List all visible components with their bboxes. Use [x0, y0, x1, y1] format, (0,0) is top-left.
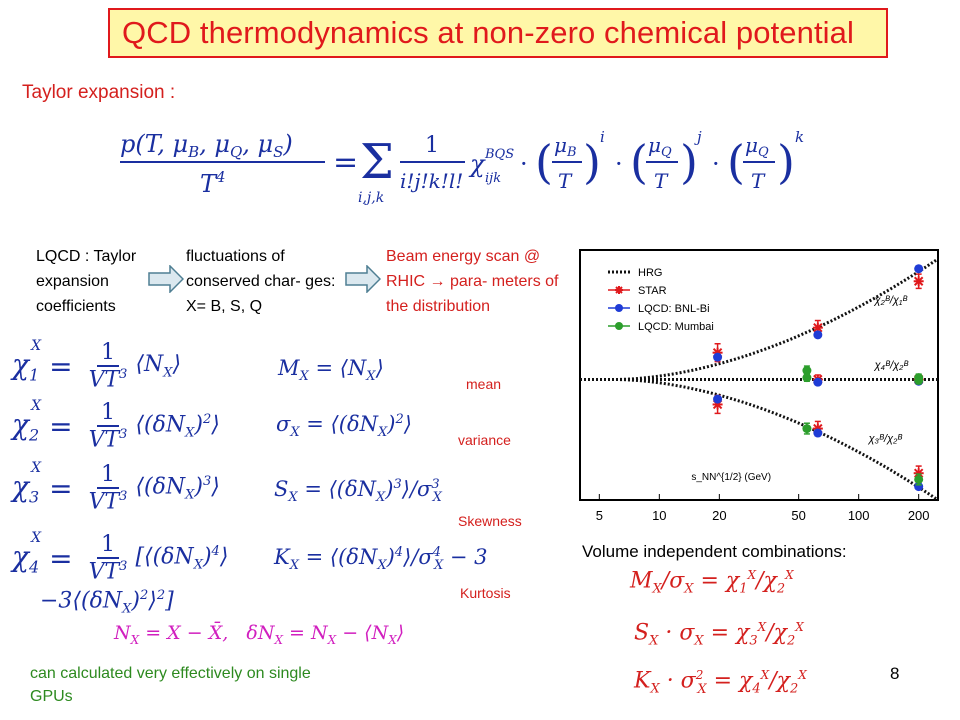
data-point-circle	[802, 373, 812, 383]
svg-text:=: =	[333, 145, 358, 180]
x-tick-label: 50	[791, 508, 805, 523]
svg-text:i,j,k: i,j,k	[358, 190, 384, 205]
data-point-circle	[802, 424, 812, 434]
svg-text:χ: χ	[468, 150, 486, 178]
x-tick-label: 100	[848, 508, 870, 523]
ratio-equation-skew: SX · σX = χ3X/χ2X	[634, 620, 804, 649]
svg-text:): )	[777, 135, 795, 189]
flow-box-fluctuations: fluctuations of conserved char- ges: X= …	[186, 248, 336, 315]
ratio-chart: 5 10 20 50 100 200 s_NN^{1/2} (GeV) χ₂ᴮ/χ₁ᴮ χ₄ᴮ/…	[579, 249, 939, 523]
footer-note: can calculated very effectively on singl…	[30, 665, 311, 705]
svg-text:k: k	[795, 128, 804, 146]
svg-text:·: ·	[615, 150, 623, 178]
legend-label: LQCD: Mumbai	[638, 321, 714, 333]
flow-box-beam-scan: Beam energy scan @ RHIC → para- meters o…	[386, 244, 566, 319]
legend-swatch-star	[615, 286, 623, 294]
nx-definitions: NX = X − X̄, δNX = NX − ⟨NX⟩	[114, 622, 405, 647]
svg-text:T: T	[558, 169, 573, 193]
flow-box-lqcd: LQCD : Taylor expansion coefficients	[36, 248, 137, 315]
svg-text:(: (	[727, 135, 745, 189]
data-point-circle	[813, 428, 823, 438]
svg-text:1: 1	[425, 133, 439, 158]
page-number: 8	[890, 664, 900, 683]
svg-text:BQS: BQS	[484, 147, 514, 162]
chi3-equation: χ3X = 1 VT3 ⟨(δNX)3⟩	[12, 459, 220, 515]
label-skewness: Skewness	[458, 513, 522, 529]
kurtosis-equation: KX = ⟨(δNX)4⟩/σ4X − 3	[274, 545, 488, 574]
chi1-equation: χ1X = 1 VT3 ⟨NX⟩	[12, 337, 182, 393]
right-arrow-icon	[148, 265, 184, 293]
volume-heading: Volume independent combinations:	[582, 542, 847, 561]
svg-text:Σ: Σ	[360, 134, 394, 190]
svg-text:i!j!k!l!: i!j!k!l!	[400, 169, 463, 193]
data-point-star	[913, 276, 924, 287]
svg-text:T: T	[751, 169, 766, 193]
label-variance: variance	[458, 432, 511, 448]
x-tick-label: 10	[652, 508, 666, 523]
slide-title-box: QCD thermodynamics at non-zero chemical …	[108, 8, 888, 58]
chi2-equation: χ2X = 1 VT3 ⟨(δNX)2⟩	[12, 397, 220, 453]
svg-text:μQ: μQ	[745, 133, 769, 160]
data-point-circle	[914, 474, 924, 484]
ratio-equation-mean: MX/σX = χ1X/χ2X	[630, 568, 794, 597]
svg-text:(: (	[630, 135, 648, 189]
label-kurtosis: Kurtosis	[460, 585, 511, 601]
plot-frame	[579, 249, 939, 501]
data-point-circle	[713, 352, 723, 362]
taylor-formula: p(T, μB, μQ, μS) T4 = Σ i,j,k 1 i!j!k!l!…	[120, 120, 840, 206]
data-point-circle	[914, 264, 924, 274]
svg-text:T4: T4	[200, 168, 226, 198]
chi4-equation: χ4X = 1 VT3 [⟨(δNX)4⟩	[12, 529, 229, 585]
svg-text:p(T, μB, μQ, μS): p(T, μB, μQ, μS)	[120, 130, 293, 161]
svg-text:ijk: ijk	[485, 171, 501, 186]
data-point-circle	[813, 377, 823, 387]
skewness-equation: SX = ⟨(δNX)3⟩/σ3X	[274, 477, 442, 506]
ratio-equation-kurt: KX · σ2X = χ4X/χ2X	[634, 668, 807, 697]
chi4-equation-line2: −3⟨(δNX)2⟩2]	[40, 588, 174, 617]
x-tick-label: 5	[596, 508, 603, 523]
x-tick-label: 20	[712, 508, 726, 523]
svg-text:j: j	[694, 128, 702, 146]
data-point-circle	[713, 394, 723, 404]
svg-text:·: ·	[712, 150, 720, 178]
svg-text:i: i	[600, 128, 605, 146]
x-axis-label: s_NN^{1/2} (GeV)	[691, 472, 771, 483]
svg-text:): )	[583, 135, 601, 189]
legend-label: HRG	[638, 267, 662, 279]
svg-text:T: T	[654, 169, 669, 193]
chart-container: 5 10 20 50 100 200 s_NN^{1/2} (GeV) χ₂ᴮ/χ₁ᴮ χ₄ᴮ/…	[578, 248, 940, 528]
x-tick-label: 200	[908, 508, 930, 523]
slide-title: QCD thermodynamics at non-zero chemical …	[122, 15, 854, 50]
data-point-circle	[802, 366, 812, 376]
legend-label: LQCD: BNL-Bi	[638, 303, 710, 315]
taylor-formula-svg: p(T, μB, μQ, μS) T4 = Σ i,j,k 1 i!j!k!l!…	[120, 128, 804, 206]
svg-text:(: (	[535, 135, 553, 189]
legend-swatch-circle	[615, 322, 623, 330]
label-mean: mean	[466, 376, 502, 392]
legend-label: STAR	[638, 285, 667, 297]
curve-label: χ₃ᴮ/χ₂ᴮ	[868, 433, 904, 445]
data-point-circle	[813, 330, 823, 340]
curve-label: χ₄ᴮ/χ₂ᴮ	[874, 359, 910, 371]
mean-equation: MX = ⟨NX⟩	[278, 356, 384, 385]
beam-scan-text: Beam energy scan @ RHIC → para- meters o…	[386, 248, 559, 315]
data-point-circle	[914, 375, 924, 385]
curve-label: χ₂ᴮ/χ₁ᴮ	[874, 295, 909, 307]
svg-text:μB: μB	[554, 133, 577, 160]
right-arrow-icon	[345, 265, 381, 293]
svg-text:): )	[680, 135, 698, 189]
sigma-equation: σX = ⟨(δNX)2⟩	[276, 412, 412, 441]
taylor-expansion-heading: Taylor expansion :	[22, 82, 176, 103]
svg-text:μQ: μQ	[648, 133, 672, 160]
svg-text:·: ·	[520, 150, 528, 178]
legend-swatch-circle	[615, 304, 623, 312]
